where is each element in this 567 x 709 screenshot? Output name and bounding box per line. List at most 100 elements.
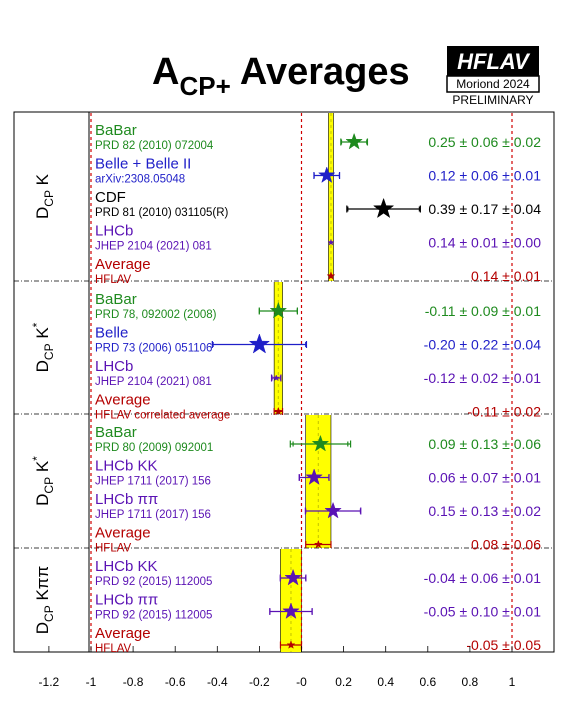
chart-title: ACP+ Averages — [152, 51, 410, 101]
title-sub: CP+ — [179, 71, 230, 101]
row-name: Average — [95, 525, 151, 542]
row-result: 0.06 ± 0.07 ± 0.01 — [428, 470, 541, 486]
row-reference: JHEP 1711 (2017) 156 — [95, 476, 211, 488]
data-marker — [311, 434, 330, 452]
row-result: 0.25 ± 0.06 ± 0.02 — [428, 134, 541, 150]
row-reference: HFLAV — [95, 543, 132, 555]
row-result: -0.05 ± 0.05 — [466, 637, 541, 653]
row-name: Average — [95, 625, 151, 642]
average-marker — [273, 406, 283, 416]
row-result: -0.11 ± 0.09 ± 0.01 — [425, 303, 542, 319]
row-name: BaBar — [95, 424, 137, 441]
x-tick-label: 0.2 — [335, 675, 352, 689]
logo-name: HFLAV — [457, 49, 531, 74]
group-label-main: D — [33, 207, 52, 219]
group-label-sub: CP — [42, 190, 56, 207]
row-reference: PRD 81 (2010) 031105(R) — [95, 207, 229, 219]
x-tick-label: -0.6 — [165, 675, 186, 689]
title-rest: Averages — [231, 51, 410, 93]
row-result: -0.11 ± 0.02 — [467, 404, 541, 420]
average-bands — [273, 113, 334, 652]
row-name: LHCb KK — [95, 458, 158, 475]
row-result: -0.20 ± 0.22 ± 0.04 — [424, 337, 542, 353]
logo-status: PRELIMINARY — [452, 93, 533, 107]
row-name: LHCb KK — [95, 558, 158, 575]
row-reference: HFLAV — [95, 643, 132, 655]
data-marker — [248, 333, 271, 354]
row-name: CDF — [95, 189, 126, 206]
row-result: 0.14 ± 0.01 ± 0.00 — [428, 235, 541, 251]
group-label-sup: * — [30, 322, 44, 327]
row-reference: HFLAV correlated average — [95, 410, 230, 422]
row-name: LHCb ππ — [95, 592, 158, 609]
group-label-rest: K — [33, 173, 52, 190]
group-label-main: D — [33, 360, 52, 372]
average-band — [280, 549, 302, 652]
row-reference: PRD 82 (2010) 072004 — [95, 140, 214, 152]
group-label-sup: * — [30, 456, 44, 461]
average-marker — [313, 539, 323, 549]
group-label-rest: Kππ — [33, 566, 52, 606]
data-marker — [305, 468, 323, 485]
row-result: 0.09 ± 0.13 ± 0.06 — [428, 436, 541, 452]
group-label: DCP K* — [30, 456, 56, 506]
group-label: DCP Kππ — [33, 566, 56, 634]
average-marker — [326, 271, 336, 280]
row-reference: PRD 92 (2015) 112005 — [95, 576, 212, 588]
group-label-rest: K — [33, 327, 52, 344]
x-tick-label: 1 — [509, 675, 516, 689]
row-name: LHCb ππ — [95, 491, 158, 508]
logo-conference: Moriond 2024 — [456, 77, 530, 91]
group-label-main: D — [33, 494, 52, 506]
data-marker — [317, 166, 336, 183]
row-name: LHCb — [95, 223, 133, 240]
x-tick-label: -0.2 — [249, 675, 270, 689]
data-marker — [372, 197, 395, 219]
row-name: Average — [95, 256, 151, 273]
data-marker — [282, 602, 300, 619]
x-tick-label: 0.4 — [377, 675, 394, 689]
average-marker — [286, 640, 296, 649]
group-label-sub: CP — [42, 605, 56, 622]
row-reference: JHEP 2104 (2021) 081 — [95, 376, 212, 388]
row-reference: PRD 78, 092002 (2008) — [95, 309, 217, 321]
row-reference: arXiv:2308.05048 — [95, 174, 185, 186]
data-marker — [345, 132, 363, 150]
row-name: BaBar — [95, 122, 137, 139]
x-tick-label: 0.8 — [462, 675, 479, 689]
x-tick-label: -0 — [296, 675, 307, 689]
data-marker — [269, 301, 288, 319]
row-reference: PRD 80 (2009) 092001 — [95, 442, 213, 454]
row-result: 0.08 ± 0.06 — [471, 537, 541, 553]
row-result: 0.14 ± 0.01 — [471, 268, 541, 284]
row-result: -0.05 ± 0.10 ± 0.01 — [424, 604, 542, 620]
x-tick-label: 0.6 — [419, 675, 436, 689]
group-separators — [14, 280, 554, 549]
row-reference: HFLAV — [95, 274, 132, 286]
title-main: A — [152, 51, 179, 93]
group-label: DCP K — [33, 173, 56, 219]
group-label-rest: K — [33, 460, 52, 477]
row-results: 0.25 ± 0.06 ± 0.02 0.12 ± 0.06 ± 0.01 0.39… — [424, 134, 542, 653]
group-label-sub: CP — [42, 477, 56, 494]
data-marker — [284, 568, 302, 586]
group-label-sub: CP — [42, 343, 56, 360]
data-marker — [324, 501, 342, 519]
x-axis: -1.2 -1 -0.8 -0.6 -0.4 -0.2 -0 0.2 0.4 0.6 0.8 1 — [39, 646, 516, 689]
x-tick-label: -1.2 — [39, 675, 60, 689]
row-name: Belle — [95, 325, 128, 342]
row-reference: PRD 92 (2015) 112005 — [95, 610, 212, 622]
row-name: Average — [95, 392, 151, 409]
row-reference: PRD 73 (2006) 051106 — [95, 343, 212, 355]
row-reference: JHEP 2104 (2021) 081 — [95, 241, 212, 253]
data-marker — [327, 238, 335, 246]
row-name: LHCb — [95, 358, 133, 375]
row-result: 0.12 ± 0.06 ± 0.01 — [428, 168, 541, 184]
x-tick-label: -1 — [86, 675, 97, 689]
data-marker — [272, 374, 280, 382]
row-result: 0.39 ± 0.17 ± 0.04 — [428, 201, 541, 217]
group-label: DCP K* — [30, 322, 56, 372]
hflav-logo: HFLAV Moriond 2024 PRELIMINARY — [446, 46, 540, 107]
